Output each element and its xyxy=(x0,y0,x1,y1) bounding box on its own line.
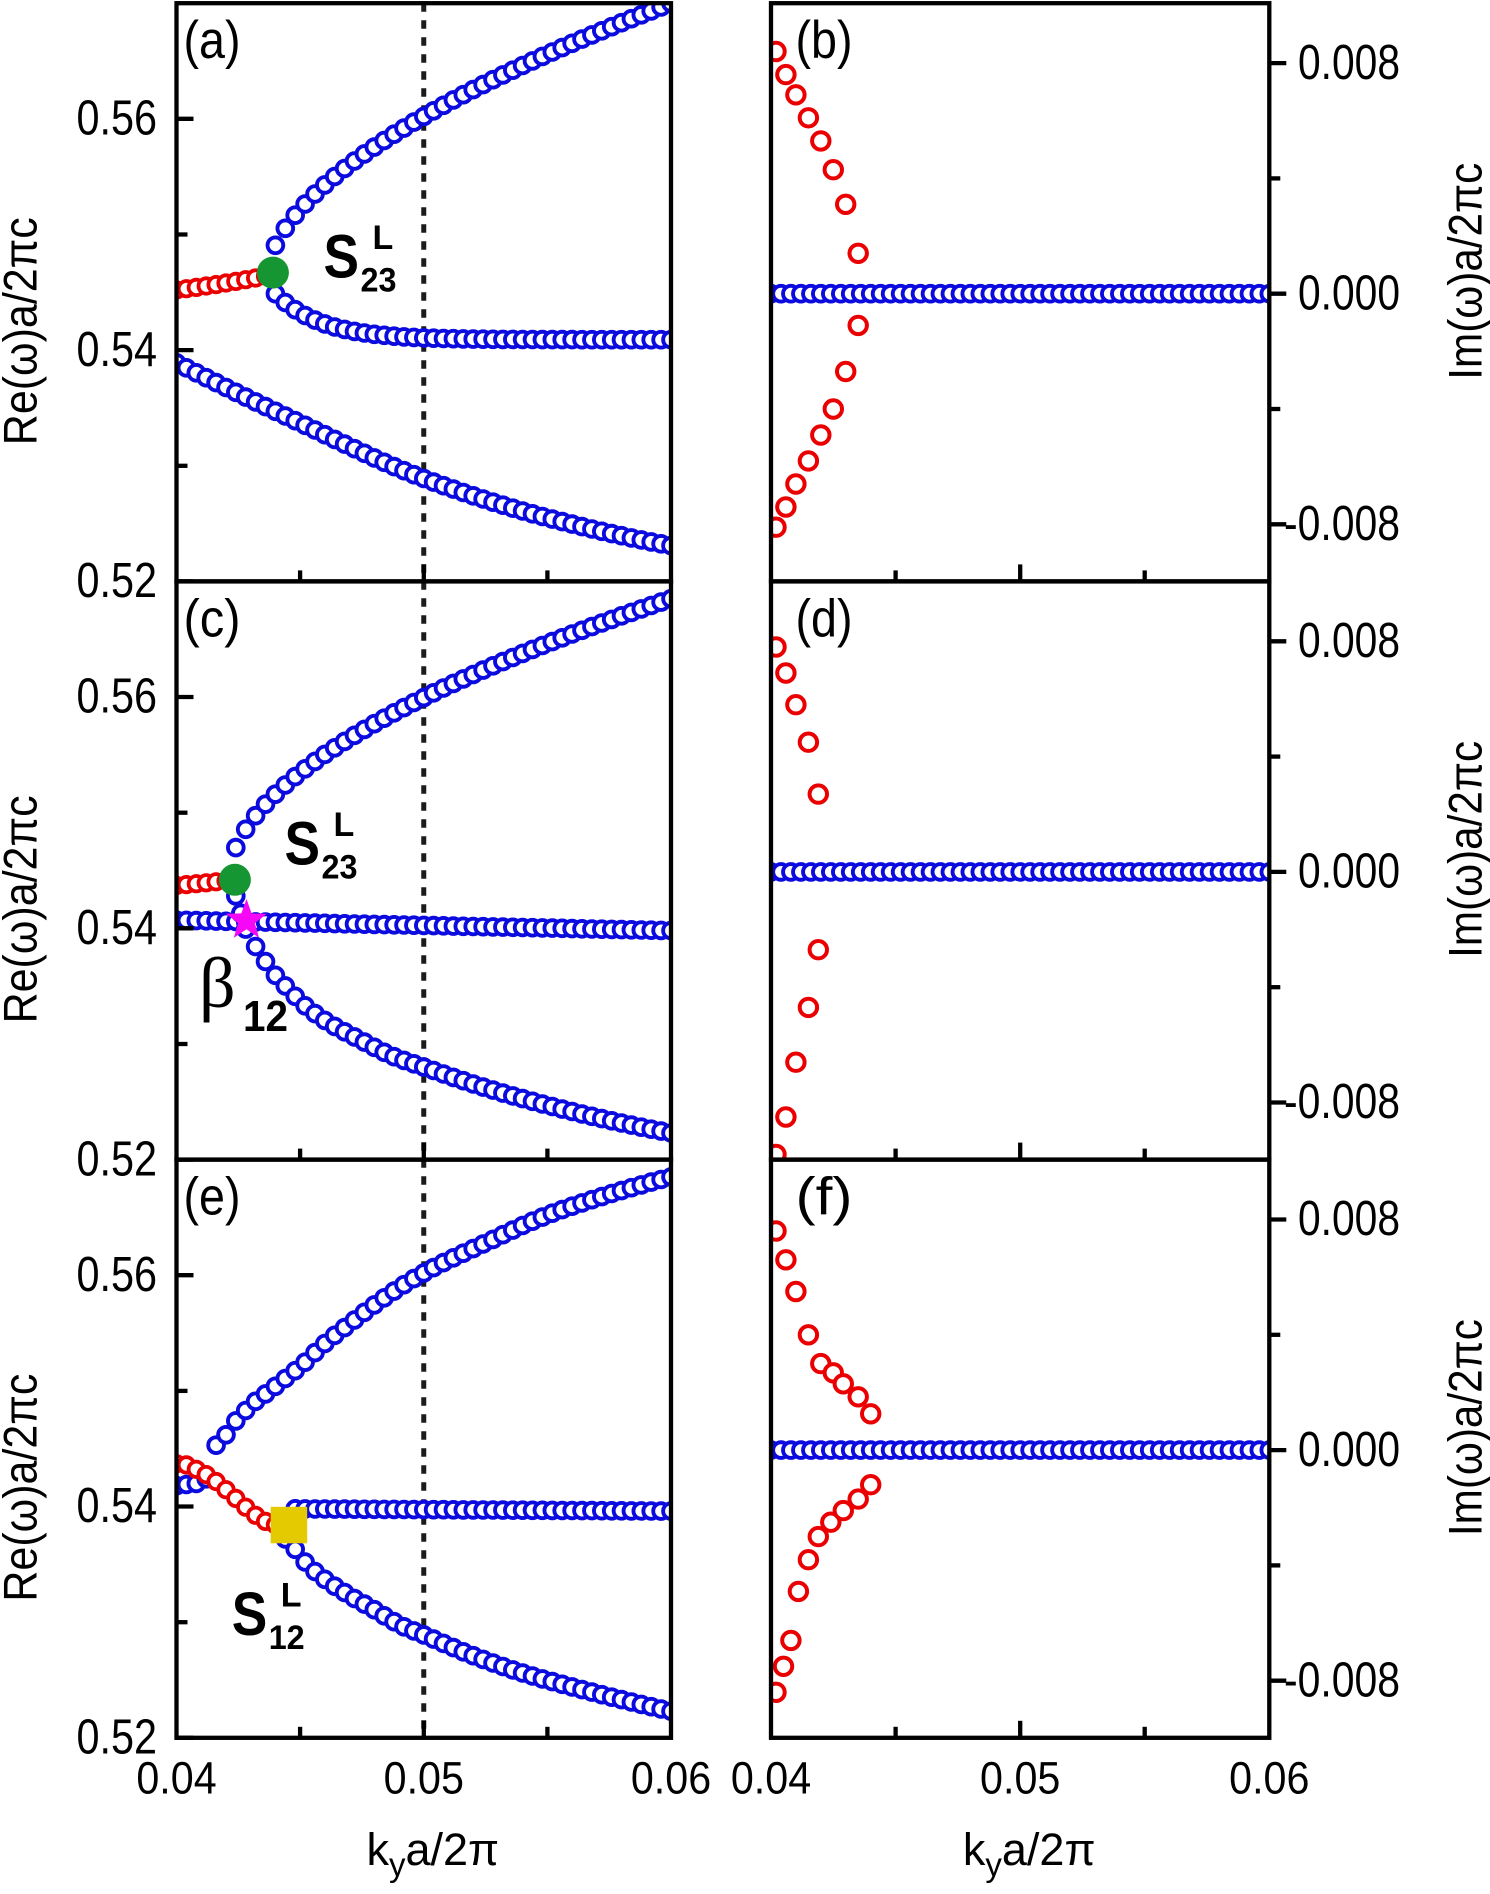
svg-text:0.000: 0.000 xyxy=(1298,1423,1400,1477)
svg-text:0.04: 0.04 xyxy=(731,1753,811,1804)
svg-text:(a): (a) xyxy=(184,11,241,70)
svg-text:-0.008: -0.008 xyxy=(1284,497,1400,551)
svg-text:Re(ω)a/2πc: Re(ω)a/2πc xyxy=(0,1374,47,1602)
svg-text:Im(ω)a/2πc: Im(ω)a/2πc xyxy=(1439,163,1490,380)
svg-text:0.56: 0.56 xyxy=(77,1248,158,1302)
svg-text:(d): (d) xyxy=(796,589,853,648)
svg-text:0.52: 0.52 xyxy=(77,554,158,608)
svg-text:0.06: 0.06 xyxy=(1229,1753,1309,1804)
svg-text:0.54: 0.54 xyxy=(77,901,158,955)
svg-text:L: L xyxy=(281,1577,302,1615)
svg-text:0.008: 0.008 xyxy=(1298,614,1400,668)
svg-text:(c): (c) xyxy=(184,589,241,648)
svg-text:(b): (b) xyxy=(796,11,853,70)
svg-text:kya/2π: kya/2π xyxy=(366,1824,499,1883)
svg-text:Im(ω)a/2πc: Im(ω)a/2πc xyxy=(1439,741,1490,958)
svg-text:S: S xyxy=(324,223,360,291)
svg-text:0.54: 0.54 xyxy=(77,1479,158,1533)
svg-text:0.008: 0.008 xyxy=(1298,1192,1400,1246)
svg-text:12: 12 xyxy=(269,1619,305,1657)
svg-text:12: 12 xyxy=(243,992,288,1041)
svg-text:(f): (f) xyxy=(796,1168,853,1227)
svg-text:L: L xyxy=(373,219,394,257)
svg-text:Im(ω)a/2πc: Im(ω)a/2πc xyxy=(1439,1319,1490,1536)
svg-text:β: β xyxy=(199,943,236,1023)
svg-text:L: L xyxy=(334,806,355,844)
svg-text:-0.008: -0.008 xyxy=(1284,1653,1400,1707)
svg-text:S: S xyxy=(285,810,321,878)
svg-text:0.000: 0.000 xyxy=(1298,845,1400,899)
svg-text:S: S xyxy=(232,1580,268,1648)
svg-text:0.008: 0.008 xyxy=(1298,36,1400,90)
svg-text:0.52: 0.52 xyxy=(77,1132,158,1186)
svg-text:0.05: 0.05 xyxy=(980,1753,1060,1804)
svg-text:0.06: 0.06 xyxy=(631,1753,711,1804)
svg-text:0.56: 0.56 xyxy=(77,92,158,146)
svg-text:23: 23 xyxy=(322,849,358,887)
svg-text:-0.008: -0.008 xyxy=(1284,1075,1400,1129)
svg-text:23: 23 xyxy=(361,262,397,300)
svg-text:0.05: 0.05 xyxy=(384,1753,464,1804)
svg-text:Re(ω)a/2πc: Re(ω)a/2πc xyxy=(0,217,47,445)
svg-text:(e): (e) xyxy=(184,1168,241,1227)
svg-text:0.000: 0.000 xyxy=(1298,266,1400,320)
svg-text:0.04: 0.04 xyxy=(136,1753,216,1804)
svg-text:0.56: 0.56 xyxy=(77,670,158,724)
svg-text:kya/2π: kya/2π xyxy=(963,1824,1096,1883)
svg-text:0.54: 0.54 xyxy=(77,323,158,377)
svg-text:Re(ω)a/2πc: Re(ω)a/2πc xyxy=(0,795,47,1023)
